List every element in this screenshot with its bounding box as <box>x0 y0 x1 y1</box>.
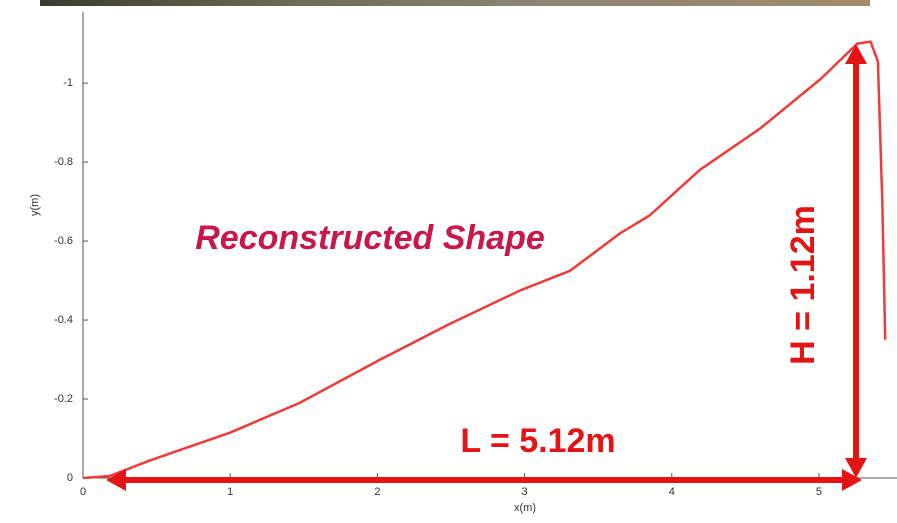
x-tick-label: 1 <box>227 486 233 498</box>
y-tick-label: -0.8 <box>54 156 73 168</box>
y-tick-label: 0 <box>67 472 73 484</box>
x-tick-label: 0 <box>80 486 86 498</box>
length-annotation: L = 5.12m <box>460 422 615 460</box>
length-arrow <box>106 469 862 491</box>
height-annotation: H = 1.12m <box>784 205 822 365</box>
shape-annotation: Reconstructed Shape <box>195 219 545 257</box>
y-tick-label: -1 <box>63 77 73 89</box>
y-tick-label: -0.4 <box>54 314 73 326</box>
y-tick-label: -0.2 <box>54 393 73 405</box>
x-axis-label: x(m) <box>514 502 536 514</box>
x-tick-label: 5 <box>816 486 822 498</box>
x-tick-label: 2 <box>374 486 380 498</box>
x-tick-label: 4 <box>669 486 675 498</box>
y-axis-label: y(m) <box>29 194 41 216</box>
photo-strip <box>40 0 870 6</box>
data-line <box>82 40 887 480</box>
height-arrow <box>845 44 867 478</box>
y-tick-label: -0.6 <box>54 235 73 247</box>
x-tick-label: 3 <box>522 486 528 498</box>
